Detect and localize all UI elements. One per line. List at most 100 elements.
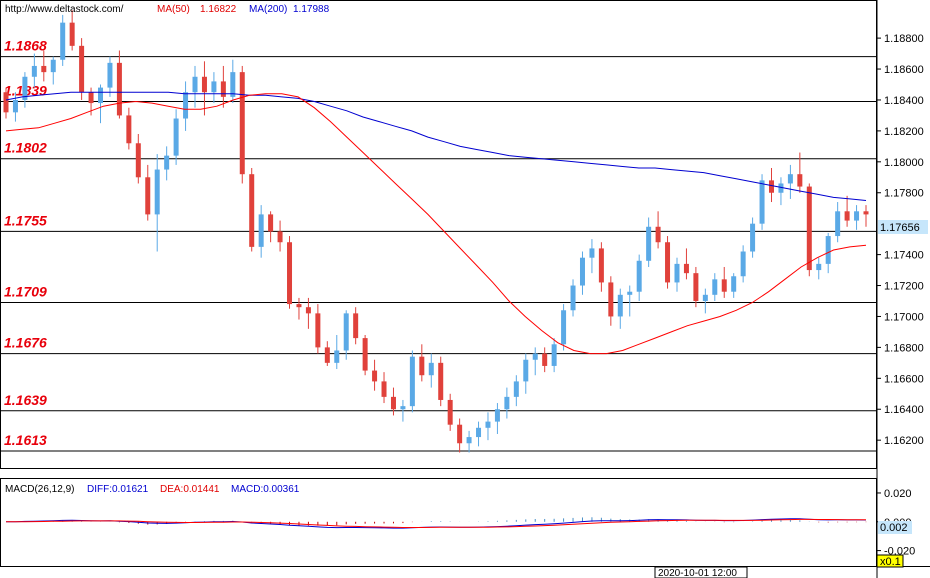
candle-body <box>542 353 548 366</box>
candle-body <box>98 87 104 104</box>
macd-diff-value: DIFF:0.01621 <box>87 484 149 495</box>
candle-body <box>400 406 406 410</box>
macd-dea-line <box>6 518 867 528</box>
candle-body <box>69 22 75 46</box>
candle-body <box>617 294 623 317</box>
site-url[interactable]: http://www.deltastock.com/ <box>5 4 124 15</box>
candle-body <box>627 291 633 295</box>
candle-body <box>750 223 756 252</box>
candle-body <box>362 338 368 371</box>
candle-body <box>797 174 803 187</box>
candle-body <box>683 263 689 274</box>
candle-body <box>201 76 207 93</box>
candle-body <box>523 359 529 382</box>
macd-value: MACD:0.00361 <box>231 484 300 495</box>
candle-body <box>494 409 500 422</box>
candle-body <box>844 211 850 221</box>
macd-current-box <box>878 521 912 534</box>
candle-body <box>305 307 311 314</box>
candle-body <box>428 362 434 376</box>
macd-title: MACD(26,12,9) <box>5 484 74 495</box>
candle-body <box>768 180 774 193</box>
price-tick-label: 1.17400 <box>884 250 924 262</box>
candle-body <box>702 294 708 301</box>
macd-tick-label: 0.020 <box>884 488 912 500</box>
candle-body <box>41 65 47 73</box>
candle-body <box>485 421 491 428</box>
candle-body <box>239 72 245 175</box>
candle-body <box>854 211 860 221</box>
candle-body <box>513 381 519 397</box>
candle-body <box>665 242 671 283</box>
ma50-label: MA(50) <box>157 4 190 15</box>
candle-body <box>476 427 482 438</box>
candle-body <box>211 81 217 93</box>
price-tick-label: 1.17200 <box>884 281 924 293</box>
candle-body <box>230 72 236 97</box>
level-label: 1.1755 <box>4 212 47 228</box>
candle-body <box>532 353 538 360</box>
candle-body <box>712 279 718 295</box>
ma200-value: 1.17988 <box>293 4 330 15</box>
candle-body <box>315 313 321 348</box>
candle-body <box>107 62 113 88</box>
candle-body <box>693 273 699 301</box>
candle-body <box>409 356 415 407</box>
candle-body <box>390 396 396 410</box>
current-price-label: 1.17656 <box>880 222 920 234</box>
level-label: 1.1639 <box>4 392 47 408</box>
candle-body <box>173 118 179 156</box>
candle-body <box>372 370 378 382</box>
price-tick-label: 1.18800 <box>884 33 924 45</box>
level-label: 1.1709 <box>4 284 47 300</box>
candle-body <box>31 65 37 77</box>
candle-body <box>183 92 189 119</box>
price-tick-label: 1.18400 <box>884 95 924 107</box>
time-label: 2020-10-01 12:00 <box>658 568 737 578</box>
ma50-value: 1.16822 <box>200 4 237 15</box>
price-tick-label: 1.17000 <box>884 311 924 323</box>
candle-body <box>381 381 387 397</box>
candle-body <box>447 399 453 425</box>
support-resistance-levels: 1.18681.18391.18021.17551.17091.16761.16… <box>1 38 876 452</box>
ma200-line <box>5 91 867 201</box>
current-price-box <box>878 220 928 234</box>
candle-body <box>419 356 425 376</box>
candle-body <box>154 169 160 215</box>
candle-body <box>296 304 302 308</box>
candle-body <box>116 62 122 116</box>
candle-body <box>287 242 293 305</box>
candle-body <box>579 257 585 286</box>
candle-body <box>759 180 765 224</box>
price-tick-label: 1.16400 <box>884 404 924 416</box>
candle-body <box>343 313 349 351</box>
candle-body <box>60 22 66 60</box>
candle-body <box>249 174 255 247</box>
candle-body <box>646 226 652 261</box>
candle-body <box>79 45 85 93</box>
candle-body <box>561 310 567 345</box>
candle-body <box>145 177 151 215</box>
ma50-line <box>5 93 867 355</box>
price-tick-label: 1.16800 <box>884 342 924 354</box>
candle-body <box>674 263 680 283</box>
candle-body <box>778 183 784 193</box>
candle-body <box>466 437 472 444</box>
time-label-box <box>654 566 748 578</box>
macd-multiplier: x0.1 <box>880 556 901 568</box>
candle-body <box>126 115 132 144</box>
candle-body <box>50 59 56 73</box>
candle-body <box>164 155 170 170</box>
candle-body <box>457 424 463 444</box>
candle-body <box>88 92 94 104</box>
price-tick-label: 1.16200 <box>884 435 924 447</box>
candle-body <box>504 396 510 410</box>
candle-body <box>353 313 359 339</box>
level-label: 1.1613 <box>4 432 47 448</box>
candle-body <box>3 92 9 113</box>
candle-body <box>655 226 661 243</box>
candle-body <box>598 248 604 283</box>
candle-body <box>551 344 557 366</box>
candle-body <box>22 76 28 100</box>
